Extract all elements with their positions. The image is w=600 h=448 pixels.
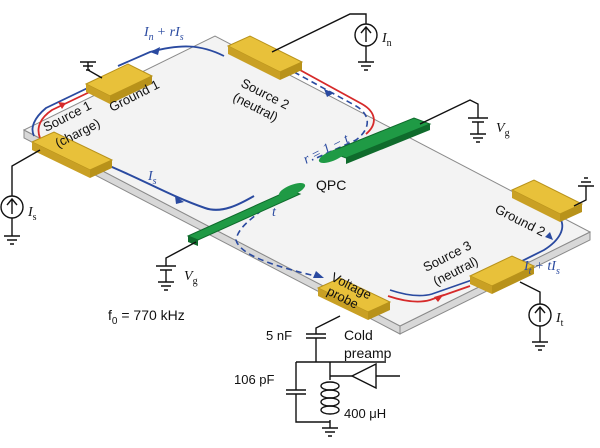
contact-voltage-probe [316, 277, 392, 320]
path-ground1-blue [31, 83, 97, 137]
label-transmission: t [272, 205, 277, 220]
path-probe-red [387, 285, 471, 303]
gate-top [318, 117, 432, 164]
label-source-In: In [381, 31, 392, 49]
label-preamp-b: preamp [344, 345, 392, 361]
current-paths [31, 45, 564, 303]
path-Is [99, 161, 255, 211]
current-source-It-icon [528, 303, 552, 327]
wiring [4, 13, 594, 437]
contact-ground2 [510, 179, 584, 222]
contact-ground1 [84, 63, 154, 104]
contact-source1 [30, 131, 114, 178]
label-inductor: 400 μH [344, 406, 386, 421]
contact-source3 [468, 255, 536, 294]
path-transmitted [235, 209, 325, 279]
circuit-labels: f0 = 770 kHz 5 nF 106 pF 400 μH Cold pre… [108, 307, 392, 421]
path-reflected-blue [293, 71, 369, 161]
label-vg-top: Vg [496, 121, 510, 139]
path-probe-blue [389, 279, 473, 297]
label-top-current: In + rIs [143, 25, 184, 43]
label-vg-bottom: Vg [184, 269, 198, 287]
inductor-icon [320, 381, 340, 415]
label-qpc: QPC [316, 177, 346, 193]
label-Is-path: Is [147, 169, 157, 187]
label-frequency: f0 = 770 kHz [108, 307, 185, 327]
label-preamp-a: Cold [344, 327, 373, 343]
current-source-Is-icon [0, 195, 24, 219]
label-source-It: It [555, 311, 564, 329]
current-source-In-icon [354, 23, 378, 47]
path-ground1-red [37, 87, 99, 139]
label-source-Is: Is [27, 205, 37, 223]
path-reflected-red [299, 69, 375, 135]
gate-bottom [186, 183, 306, 246]
source-labels: In Is It Vg Vg [27, 31, 564, 329]
contact-source2 [226, 35, 304, 80]
label-right-current: It + tIs [523, 259, 560, 277]
label-cap-106pf: 106 pF [234, 372, 275, 387]
label-cap-5nf: 5 nF [266, 328, 292, 343]
